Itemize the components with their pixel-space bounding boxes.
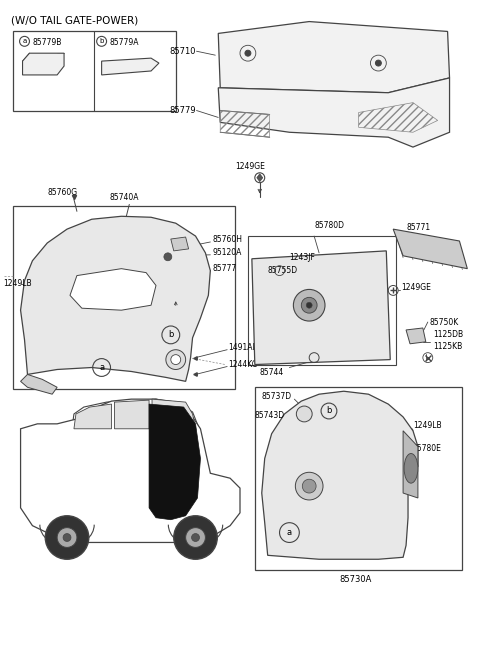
Circle shape (192, 534, 200, 542)
Polygon shape (152, 399, 195, 429)
Text: 85760H: 85760H (212, 234, 242, 243)
Text: b: b (99, 38, 104, 44)
Text: b: b (326, 406, 332, 415)
Text: 85780E: 85780E (413, 443, 442, 452)
FancyBboxPatch shape (12, 206, 235, 389)
Text: 85777: 85777 (212, 264, 237, 273)
FancyBboxPatch shape (255, 387, 462, 570)
Circle shape (164, 253, 172, 261)
Text: 85755D: 85755D (268, 266, 298, 275)
Polygon shape (218, 21, 450, 92)
Text: (W/O TAIL GATE-POWER): (W/O TAIL GATE-POWER) (11, 16, 138, 25)
Polygon shape (257, 174, 263, 182)
Circle shape (255, 173, 264, 183)
Polygon shape (149, 404, 201, 519)
Text: 85737D: 85737D (262, 392, 292, 401)
Polygon shape (218, 78, 450, 147)
Circle shape (45, 516, 89, 559)
Text: 85779: 85779 (169, 106, 195, 115)
Text: 1249GE: 1249GE (235, 162, 265, 171)
Circle shape (186, 527, 205, 547)
Circle shape (63, 534, 71, 542)
Text: a: a (287, 528, 292, 537)
Text: 95120A: 95120A (212, 248, 242, 257)
Text: 85779A: 85779A (109, 38, 139, 48)
Text: 85780D: 85780D (314, 221, 344, 230)
Circle shape (245, 50, 251, 56)
Text: 1249LB: 1249LB (3, 279, 31, 288)
Text: 85771: 85771 (406, 223, 430, 232)
Circle shape (171, 355, 180, 365)
Text: 85750K: 85750K (430, 318, 459, 327)
Polygon shape (21, 374, 57, 395)
Text: 1491AD: 1491AD (228, 343, 259, 352)
Text: 1249GE: 1249GE (401, 283, 431, 292)
Polygon shape (406, 328, 426, 344)
Polygon shape (70, 269, 156, 310)
Circle shape (296, 406, 312, 422)
Polygon shape (171, 237, 189, 251)
Polygon shape (262, 391, 418, 559)
Text: 85779B: 85779B (33, 38, 62, 48)
Polygon shape (393, 229, 468, 269)
Text: 1125KB: 1125KB (433, 342, 462, 351)
Polygon shape (21, 399, 240, 542)
Circle shape (166, 350, 186, 370)
Text: 85744: 85744 (260, 368, 284, 376)
Text: 1244KC: 1244KC (228, 360, 257, 369)
Polygon shape (252, 251, 390, 365)
Circle shape (293, 290, 325, 321)
Text: 85730A: 85730A (339, 575, 372, 584)
Circle shape (302, 479, 316, 493)
FancyBboxPatch shape (248, 236, 396, 365)
Text: 85760G: 85760G (47, 187, 77, 197)
Polygon shape (102, 58, 159, 75)
Circle shape (174, 516, 217, 559)
Polygon shape (23, 53, 64, 75)
Text: 85710: 85710 (169, 47, 195, 56)
Circle shape (301, 298, 317, 313)
Text: 85740A: 85740A (109, 193, 139, 202)
Text: a: a (23, 38, 27, 44)
Polygon shape (114, 400, 149, 429)
Text: 1125DB: 1125DB (433, 330, 463, 339)
Polygon shape (74, 404, 111, 429)
Circle shape (306, 302, 312, 308)
Text: 85743D: 85743D (255, 411, 285, 420)
Circle shape (295, 472, 323, 500)
Text: 1243JF: 1243JF (289, 253, 315, 262)
FancyBboxPatch shape (12, 31, 176, 111)
Text: a: a (99, 363, 104, 372)
Circle shape (375, 60, 381, 66)
Text: b: b (168, 331, 173, 339)
Circle shape (57, 527, 77, 547)
Text: 1249LB: 1249LB (413, 421, 442, 430)
Polygon shape (21, 216, 210, 381)
Polygon shape (403, 431, 418, 498)
Ellipse shape (404, 454, 418, 483)
